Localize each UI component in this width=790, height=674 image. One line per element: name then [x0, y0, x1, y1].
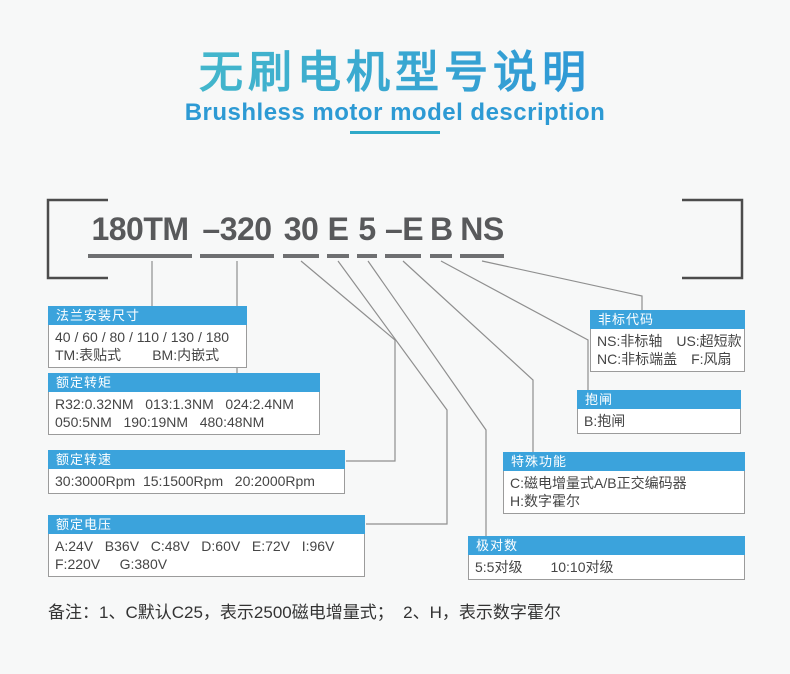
- infobox-line: F:220V G:380V: [55, 556, 168, 572]
- infobox-poles-body: 5:5对级 10:10对级: [468, 555, 745, 580]
- footnote: 备注：1、C默认C25，表示2500磁电增量式； 2、H，表示数字霍尔: [48, 603, 561, 622]
- infobox-line: C:磁电增量式A/B正交编码器: [510, 475, 687, 491]
- infobox-special-function: 特殊功能 C:磁电增量式A/B正交编码器 H:数字霍尔: [503, 452, 745, 514]
- infobox-line: 30:3000Rpm 15:1500Rpm 20:2000Rpm: [55, 473, 315, 489]
- subtitle-underline: [350, 131, 440, 134]
- infobox-flange-header: 法兰安装尺寸: [48, 306, 247, 325]
- infobox-line: 050:5NM 190:19NM 480:48NM: [55, 414, 265, 430]
- infobox-line: B:抱闸: [584, 413, 626, 429]
- model-segment-speed: 30: [283, 204, 319, 258]
- infobox-speed-body: 30:3000Rpm 15:1500Rpm 20:2000Rpm: [48, 469, 345, 494]
- infobox-line: A:24V B36V C:48V D:60V E:72V I:96V: [55, 538, 335, 554]
- connector-special: [402, 260, 534, 452]
- model-segment-nonstd: NS: [460, 204, 504, 258]
- page-title: 无刷电机型号说明: [0, 36, 790, 100]
- page-subtitle-en: Brushless motor model description: [184, 99, 606, 126]
- infobox-line: 40 / 60 / 80 / 110 / 130 / 180: [55, 329, 230, 345]
- infobox-torque-header: 额定转矩: [48, 373, 320, 392]
- infobox-line: R32:0.32NM 013:1.3NM 024:2.4NM: [55, 396, 294, 412]
- infobox-voltage-header: 额定电压: [48, 515, 365, 534]
- infobox-rated-voltage: 额定电压 A:24V B36V C:48V D:60V E:72V I:96V …: [48, 515, 365, 577]
- infobox-special-header: 特殊功能: [503, 452, 745, 471]
- model-segment-brake: B: [430, 204, 453, 258]
- infobox-nonstd-body: NS:非标轴 US:超短款 NC:非标端盖 F:风扇: [590, 329, 745, 372]
- model-code: 180TM –320 30 E 5 –E B NS: [0, 204, 790, 258]
- infobox-line: TM:表贴式 BM:内嵌式: [55, 347, 220, 363]
- infobox-pole-pairs: 极对数 5:5对级 10:10对级: [468, 536, 745, 580]
- infobox-poles-header: 极对数: [468, 536, 745, 555]
- connector-nonstd: [481, 260, 643, 310]
- infobox-brake-body: B:抱闸: [577, 409, 741, 434]
- connector-voltage: [337, 260, 448, 525]
- infobox-rated-torque: 额定转矩 R32:0.32NM 013:1.3NM 024:2.4NM 050:…: [48, 373, 320, 435]
- connector-brake: [440, 260, 589, 390]
- infobox-rated-speed: 额定转速 30:3000Rpm 15:1500Rpm 20:2000Rpm: [48, 450, 345, 494]
- connector-poles: [367, 260, 487, 536]
- infobox-nonstandard-code: 非标代码 NS:非标轴 US:超短款 NC:非标端盖 F:风扇: [590, 310, 745, 372]
- infobox-speed-header: 额定转速: [48, 450, 345, 469]
- infobox-brake: 抱闸 B:抱闸: [577, 390, 741, 434]
- model-segment-voltage: E: [327, 204, 349, 258]
- infobox-torque-body: R32:0.32NM 013:1.3NM 024:2.4NM 050:5NM 1…: [48, 392, 320, 435]
- infobox-flange-body: 40 / 60 / 80 / 110 / 130 / 180 TM:表贴式 BM…: [48, 325, 247, 368]
- infobox-line: NS:非标轴 US:超短款: [597, 333, 742, 349]
- infobox-line: H:数字霍尔: [510, 493, 580, 509]
- model-segment-special: –E: [385, 204, 424, 258]
- infobox-voltage-body: A:24V B36V C:48V D:60V E:72V I:96V F:220…: [48, 534, 365, 577]
- model-segment-poles: 5: [357, 204, 377, 258]
- infobox-flange-size: 法兰安装尺寸 40 / 60 / 80 / 110 / 130 / 180 TM…: [48, 306, 247, 368]
- infobox-nonstd-header: 非标代码: [590, 310, 745, 329]
- infobox-line: NC:非标端盖 F:风扇: [597, 351, 732, 367]
- model-segment-flange: 180TM: [88, 204, 192, 258]
- model-segment-torque: –320: [200, 204, 274, 258]
- infobox-special-body: C:磁电增量式A/B正交编码器 H:数字霍尔: [503, 471, 745, 514]
- infobox-line: 5:5对级 10:10对级: [475, 559, 614, 575]
- infobox-brake-header: 抱闸: [577, 390, 741, 409]
